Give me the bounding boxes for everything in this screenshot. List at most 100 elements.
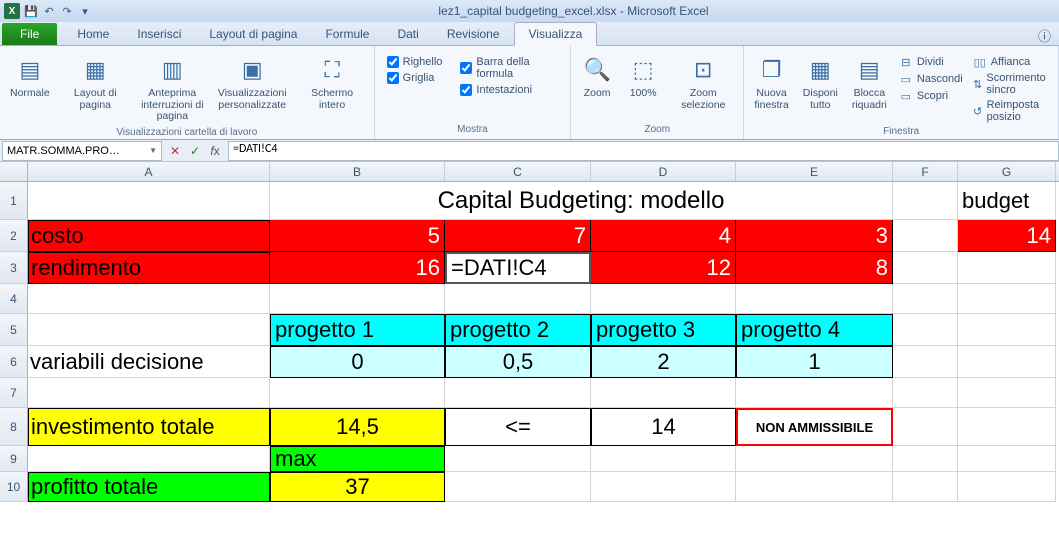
cell-rend-3[interactable]: 12 (591, 252, 736, 284)
cell-inv-msg[interactable]: NON AMMISSIBILE (736, 408, 893, 446)
hide-button[interactable]: ▭Nascondi (897, 71, 965, 87)
cell-G3[interactable] (958, 252, 1056, 284)
cell-F5[interactable] (893, 314, 958, 346)
row-header-4[interactable]: 4 (0, 284, 28, 314)
cell-F7[interactable] (893, 378, 958, 408)
confirm-icon[interactable]: ✓ (186, 142, 204, 160)
cell-prog-2[interactable]: progetto 2 (445, 314, 591, 346)
cell-costo-label[interactable]: costo (28, 220, 270, 252)
cell-inv-label[interactable]: investimento totale (28, 408, 270, 446)
cell-D9[interactable] (591, 446, 736, 472)
cell-prof-val[interactable]: 37 (270, 472, 445, 502)
side-by-side-button[interactable]: ▯▯Affianca (971, 54, 1052, 70)
arrange-all-button[interactable]: ▦Disponi tutto (799, 52, 842, 113)
chk-formula-bar[interactable]: Barra della formula (460, 56, 558, 80)
normal-button[interactable]: ▤Normale (6, 52, 54, 102)
cell-B4[interactable] (270, 284, 445, 314)
page-break-button[interactable]: ▥Anteprima interruzioni di pagina (137, 52, 208, 125)
cell-F8[interactable] (893, 408, 958, 446)
cell-A4[interactable] (28, 284, 270, 314)
page-layout-button[interactable]: ▦Layout di pagina (60, 52, 131, 113)
new-window-button[interactable]: ❐Nuova finestra (750, 52, 792, 113)
cell-max[interactable]: max (270, 446, 445, 472)
redo-icon[interactable]: ↷ (60, 4, 74, 18)
col-header-A[interactable]: A (28, 162, 270, 181)
cell-E4[interactable] (736, 284, 893, 314)
name-box[interactable]: MATR.SOMMA.PRO… ▼ (2, 141, 162, 161)
row-header-3[interactable]: 3 (0, 252, 28, 284)
cell-E10[interactable] (736, 472, 893, 502)
cell-costo-3[interactable]: 4 (591, 220, 736, 252)
row-header-9[interactable]: 9 (0, 446, 28, 472)
tab-home[interactable]: Home (63, 23, 123, 45)
cell-G8[interactable] (958, 408, 1056, 446)
sync-scroll-button[interactable]: ⇅Scorrimento sincro (971, 71, 1052, 97)
row-header-1[interactable]: 1 (0, 182, 28, 220)
col-header-B[interactable]: B (270, 162, 445, 181)
col-header-C[interactable]: C (445, 162, 591, 181)
select-all-corner[interactable] (0, 162, 28, 181)
row-header-6[interactable]: 6 (0, 346, 28, 378)
cell-C10[interactable] (445, 472, 591, 502)
formula-input[interactable]: =DATI!C4 (228, 141, 1059, 161)
col-header-E[interactable]: E (736, 162, 893, 181)
zoom100-button[interactable]: ⬚100% (623, 52, 663, 102)
cell-rend-2-editing[interactable]: =DATI!C4 (445, 252, 591, 284)
cell-costo-4[interactable]: 3 (736, 220, 893, 252)
cell-inv-rhs[interactable]: 14 (591, 408, 736, 446)
cell-budget-value[interactable]: 14 (958, 220, 1056, 252)
cell-costo-1[interactable]: 5 (270, 220, 445, 252)
tab-file[interactable]: File (2, 23, 57, 45)
cell-F9[interactable] (893, 446, 958, 472)
cell-D10[interactable] (591, 472, 736, 502)
chk-ruler[interactable]: Righello (387, 56, 443, 68)
cell-B7[interactable] (270, 378, 445, 408)
freeze-panes-button[interactable]: ▤Blocca riquadri (848, 52, 891, 113)
cell-C9[interactable] (445, 446, 591, 472)
cell-rend-4[interactable]: 8 (736, 252, 893, 284)
cell-prog-3[interactable]: progetto 3 (591, 314, 736, 346)
zoom-button[interactable]: 🔍Zoom (577, 52, 617, 102)
cell-F10[interactable] (893, 472, 958, 502)
col-header-F[interactable]: F (893, 162, 958, 181)
unhide-button[interactable]: ▭Scopri (897, 88, 965, 104)
cell-vardec-4[interactable]: 1 (736, 346, 893, 378)
cancel-icon[interactable]: ✕ (166, 142, 184, 160)
tab-page-layout[interactable]: Layout di pagina (195, 23, 311, 45)
qat-dropdown-icon[interactable]: ▾ (78, 4, 92, 18)
cell-A7[interactable] (28, 378, 270, 408)
cell-inv-op[interactable]: <= (445, 408, 591, 446)
cell-vardec-label[interactable]: variabili decisione (28, 346, 270, 378)
cell-D4[interactable] (591, 284, 736, 314)
zoom-selection-button[interactable]: ⊡Zoom selezione (669, 52, 737, 113)
cell-E9[interactable] (736, 446, 893, 472)
cell-F3[interactable] (893, 252, 958, 284)
cell-E7[interactable] (736, 378, 893, 408)
tab-view[interactable]: Visualizza (514, 22, 598, 46)
cell-vardec-1[interactable]: 0 (270, 346, 445, 378)
tab-insert[interactable]: Inserisci (123, 23, 195, 45)
cell-G5[interactable] (958, 314, 1056, 346)
cell-title[interactable]: Capital Budgeting: modello (270, 182, 893, 220)
col-header-D[interactable]: D (591, 162, 736, 181)
cell-A9[interactable] (28, 446, 270, 472)
tab-data[interactable]: Dati (383, 23, 432, 45)
col-header-G[interactable]: G (958, 162, 1056, 181)
cell-prog-1[interactable]: progetto 1 (270, 314, 445, 346)
cell-G7[interactable] (958, 378, 1056, 408)
tab-formulas[interactable]: Formule (311, 23, 383, 45)
cell-G10[interactable] (958, 472, 1056, 502)
cell-G9[interactable] (958, 446, 1056, 472)
cell-G6[interactable] (958, 346, 1056, 378)
cell-F4[interactable] (893, 284, 958, 314)
cell-G4[interactable] (958, 284, 1056, 314)
undo-icon[interactable]: ↶ (42, 4, 56, 18)
row-header-8[interactable]: 8 (0, 408, 28, 446)
save-icon[interactable]: 💾 (24, 4, 38, 18)
cell-rend-label[interactable]: rendimento (28, 252, 270, 284)
cell-budget-label[interactable]: budget (958, 182, 1056, 220)
row-header-7[interactable]: 7 (0, 378, 28, 408)
full-screen-button[interactable]: ⛶Schermo intero (297, 52, 368, 113)
help-icon[interactable]: ⓘ (1038, 26, 1051, 45)
cell-F6[interactable] (893, 346, 958, 378)
